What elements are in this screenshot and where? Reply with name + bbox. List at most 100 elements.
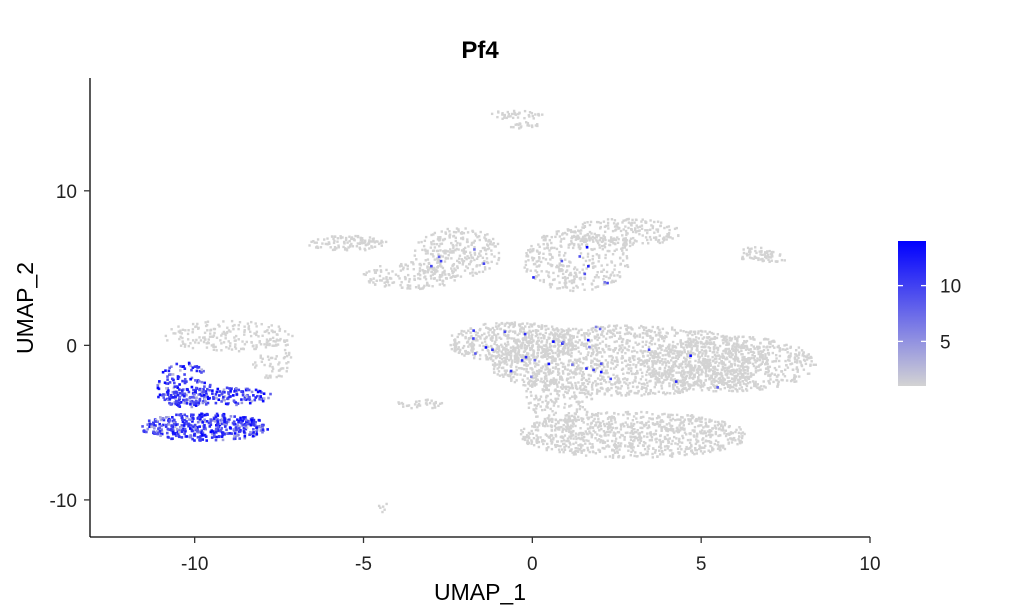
cell-point [637,439,640,442]
cell-point [573,412,577,415]
cell-point [690,414,694,417]
cell-point [613,249,616,253]
cell-point [730,365,733,368]
cell-point [410,406,413,410]
cell-point [613,367,616,370]
cell-point [805,355,808,359]
cell-point [594,265,597,268]
cell-point [490,249,493,252]
cell-point [430,277,433,280]
cell-point [611,280,614,283]
cell-point [586,382,590,386]
cell-point [455,274,458,278]
cell-point [666,391,669,395]
cell-point [648,235,652,239]
cell-point [756,386,759,390]
cell-point [430,233,433,237]
cell-point [576,286,579,289]
cell-point [680,448,683,451]
cell-point [562,393,565,397]
cell-point [550,356,553,359]
cell-point [577,367,581,370]
cell-point [542,234,546,238]
cell-point [491,339,494,342]
cell-point [743,369,747,372]
cell-point [599,424,603,428]
cell-point [481,270,485,273]
cell-point [622,372,625,376]
cell-point [462,249,466,253]
cell-point [626,391,629,395]
cell-point [435,243,439,246]
cell-point [743,340,746,343]
cell-point [649,431,652,434]
cell-point [509,349,513,352]
cell-point [616,274,619,277]
cell-point [742,346,746,350]
cell-point [723,424,726,427]
cell-point [579,232,582,235]
cell-point [575,410,579,413]
cell-point [676,351,679,355]
cell-point [590,365,593,368]
cell-point [619,257,622,260]
cell-point [518,340,521,343]
cell-point [434,400,438,404]
cell-point [544,421,547,424]
cell-point [536,354,539,358]
cell-point [706,430,710,433]
cell-point [474,232,477,235]
cell-point [536,341,539,344]
cell-point [568,280,571,283]
cell-point [532,117,535,120]
cell-point [756,357,759,360]
cell-point [630,221,634,225]
cell-point [456,259,459,263]
cell-point [781,348,785,351]
cell-point [507,115,510,118]
cell-point [681,378,685,382]
cell-point [355,245,359,248]
cell-point [551,355,555,359]
cell-point [333,239,336,243]
cell-point [576,387,579,391]
cell-point [760,362,764,366]
cell-point [644,332,647,335]
cell-point [378,279,382,282]
cell-point [598,359,601,363]
cell-point [645,370,649,373]
cell-point [616,451,619,454]
cell-point [665,378,668,381]
cell-point [658,378,661,382]
cell-point [643,447,647,451]
cell-point [668,392,672,395]
cell-point [612,242,615,245]
cell-point [754,361,757,364]
cell-point [564,283,567,286]
cell-point [615,389,618,393]
cell-point [583,221,586,225]
cell-point [568,353,571,356]
cell-point [522,383,525,387]
cell-point [683,381,686,385]
cell-point [364,239,367,242]
cell-point [670,424,674,428]
cell-point [744,387,748,391]
cell-point [703,345,707,349]
cell-point [590,232,593,235]
cell-point [626,348,629,351]
cell-point [422,262,426,266]
cell-point [623,381,626,384]
cell-point [808,356,812,360]
cell-point [350,242,353,246]
cell-point [705,359,708,363]
cell-point [644,359,647,362]
cell-point [452,246,455,250]
cell-point [464,349,467,353]
cell-point [512,345,515,348]
cell-point [559,344,562,347]
cell-point [570,371,574,374]
cell-point [678,379,682,383]
cell-point [478,328,481,332]
cell-point [641,352,644,355]
